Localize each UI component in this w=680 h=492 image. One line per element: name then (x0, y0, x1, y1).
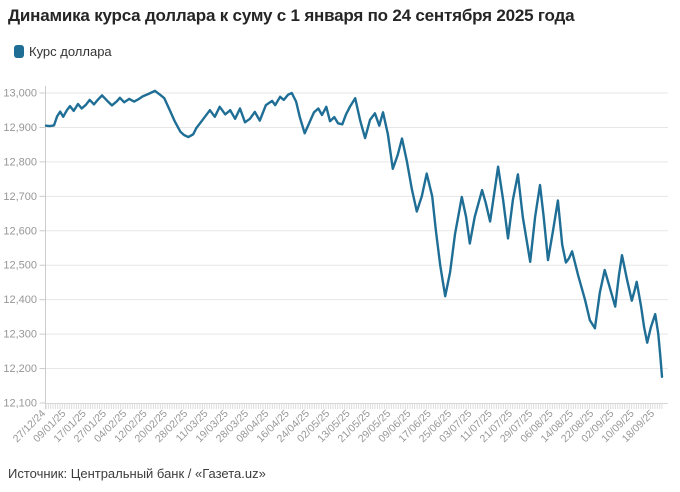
legend-swatch-icon (14, 45, 24, 58)
y-axis-label: 12,100 (3, 398, 37, 410)
y-axis-label: 12,200 (3, 363, 37, 375)
y-axis-label: 12,500 (3, 260, 37, 272)
y-axis-label: 12,700 (3, 191, 37, 203)
y-axis-label: 12,300 (3, 329, 37, 341)
y-axis-label: 12,900 (3, 122, 37, 134)
y-axis-label: 12,400 (3, 294, 37, 306)
y-axis-label: 12,600 (3, 225, 37, 237)
series-line-usd-rate (44, 89, 664, 378)
y-axis-label: 13,000 (3, 88, 37, 100)
y-axis-label: 12,800 (3, 156, 37, 168)
source-credit: Источник: Центральный банк / «Газета.uz» (8, 466, 266, 481)
legend-item-usd-rate[interactable]: Курс доллара (14, 44, 112, 59)
chart-title: Динамика курса доллара к суму с 1 января… (8, 6, 575, 25)
legend-label: Курс доллара (29, 44, 112, 59)
